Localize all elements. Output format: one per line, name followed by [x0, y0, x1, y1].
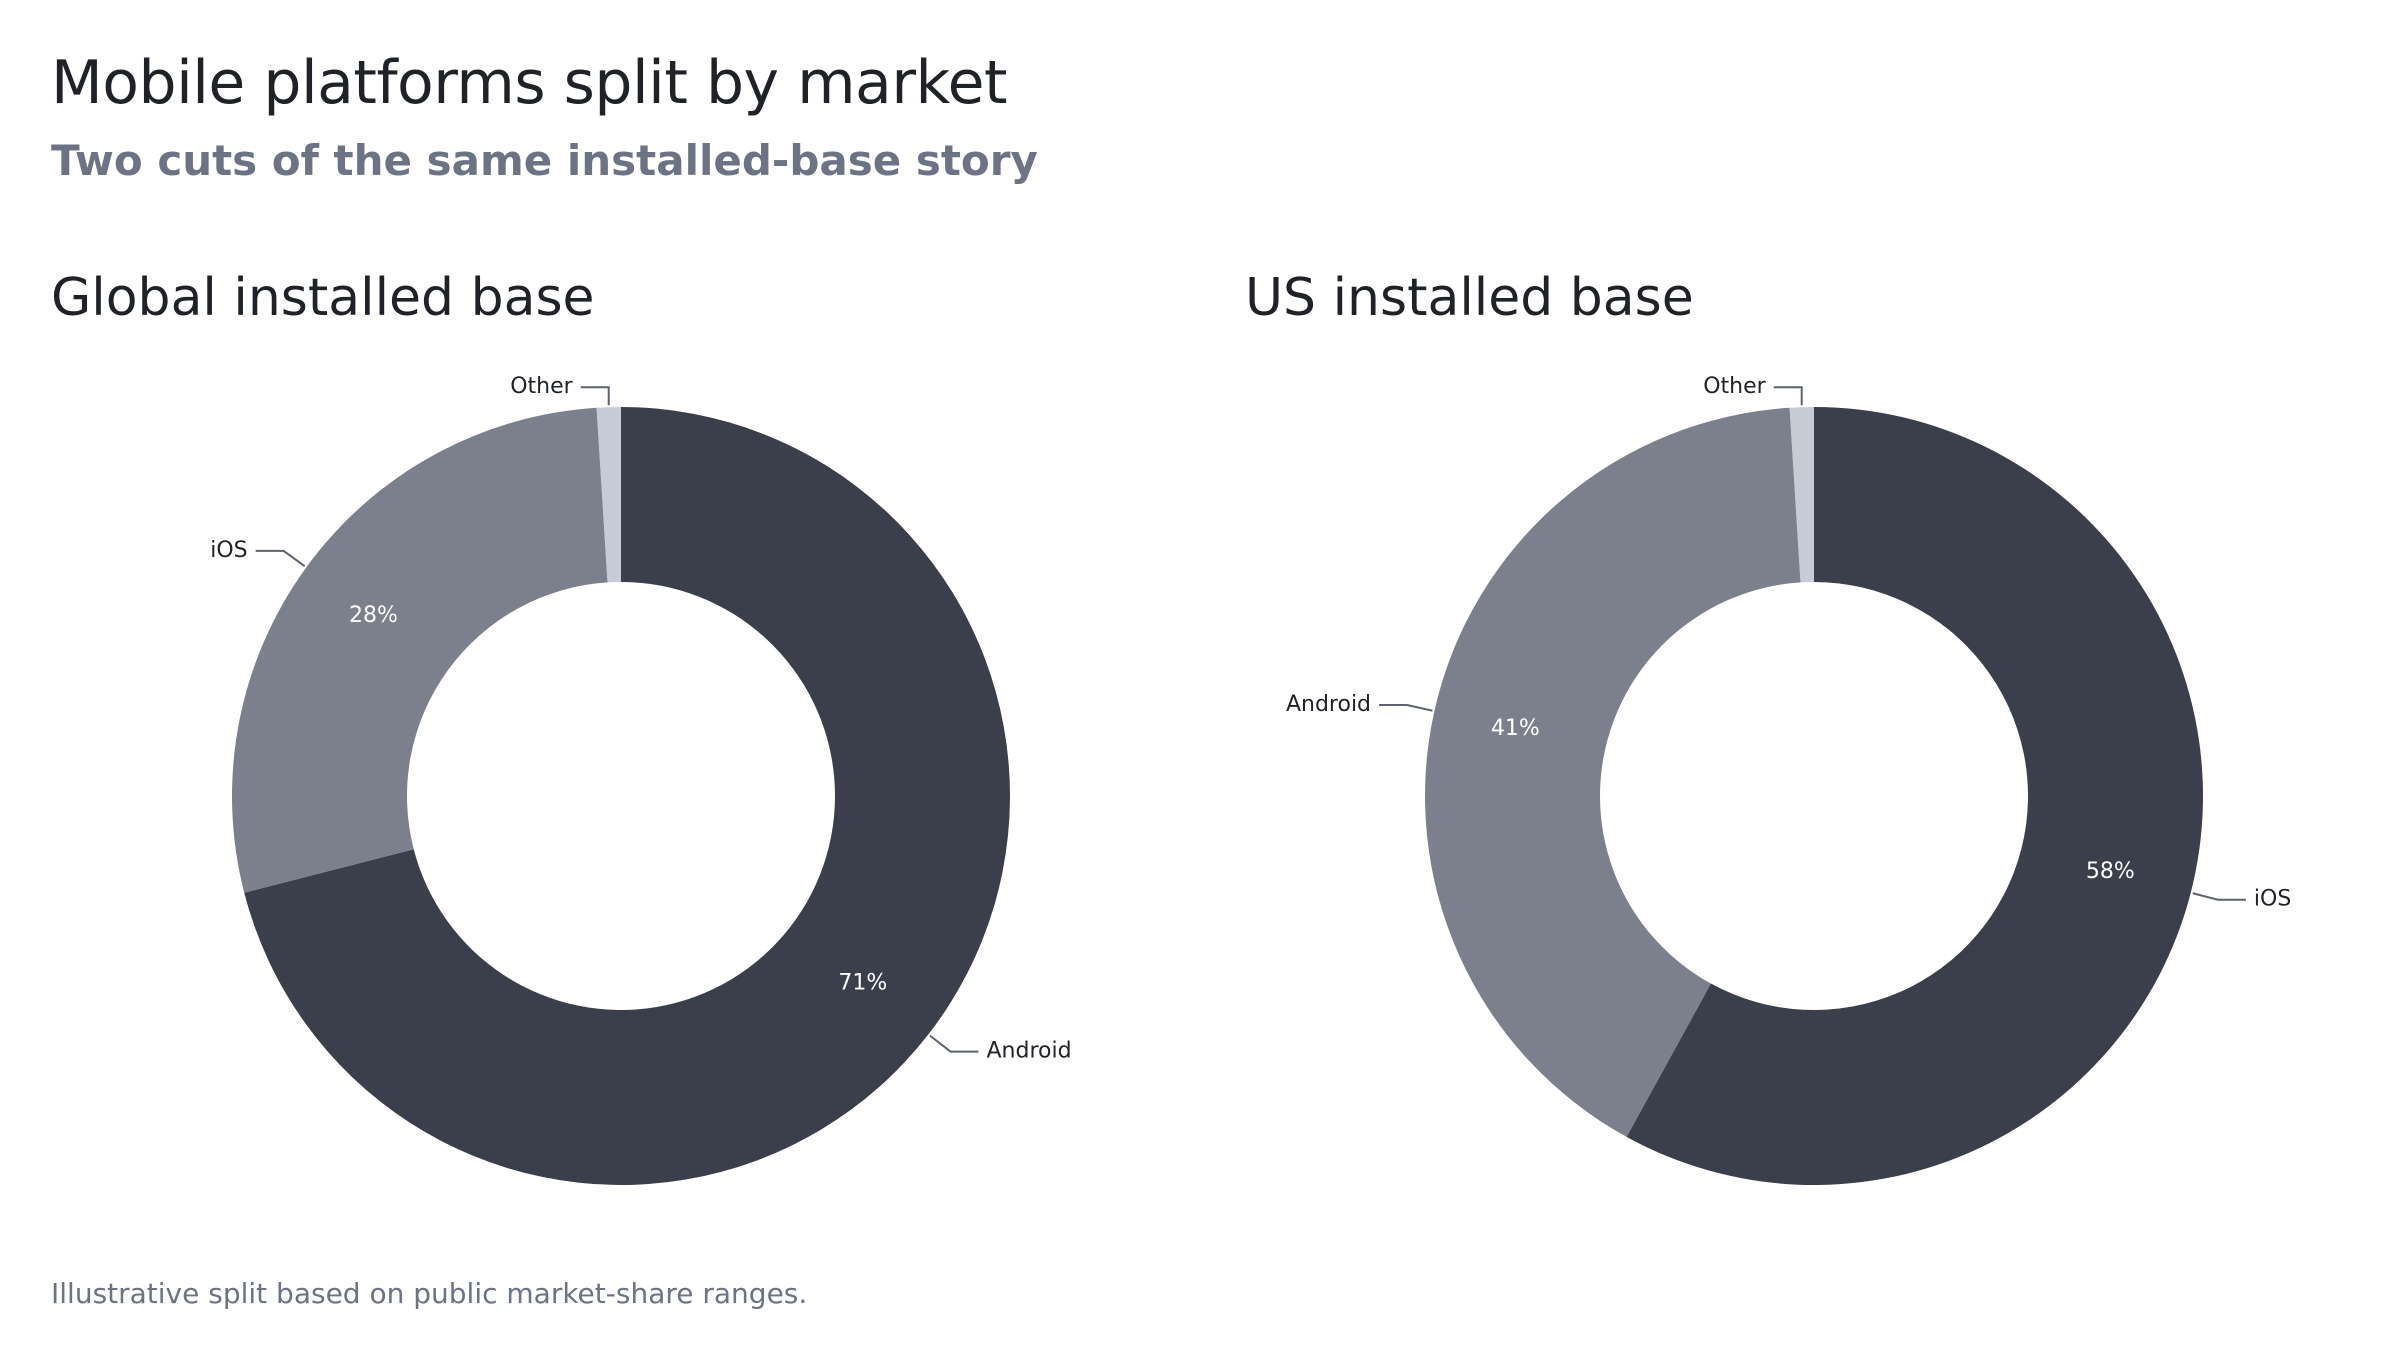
page-title: Mobile platforms split by market: [51, 48, 1008, 118]
leader-line: [2192, 892, 2246, 901]
leader-line: [929, 1034, 979, 1053]
slice-label-ios: iOS: [2254, 887, 2291, 912]
chart-title: Global installed base: [51, 268, 595, 328]
leader-line: [1773, 386, 1803, 406]
slice-label-other: Other: [510, 374, 573, 399]
slice-label-ios: iOS: [210, 538, 247, 563]
slice-android: [244, 407, 1011, 1185]
slice-android: [1424, 407, 1801, 1137]
slice-other: [1789, 407, 1814, 583]
page-subtitle: Two cuts of the same installed-base stor…: [51, 136, 1038, 185]
leader-line: [255, 549, 306, 567]
slice-ios: [1626, 407, 2203, 1185]
leader-line: [580, 386, 610, 406]
slice-value-label: 58%: [2086, 859, 2135, 884]
slice-ios: [231, 407, 608, 893]
footnote: Illustrative split based on public marke…: [51, 1277, 808, 1310]
slice-value-label: 71%: [838, 971, 887, 996]
slice-value-label: 28%: [349, 603, 398, 628]
slice-value-label: 41%: [1491, 716, 1540, 741]
donut-chart-global: Global installed base 71% Android 28% iOS Oth…: [51, 268, 1072, 1185]
slice-other: [596, 407, 621, 583]
slice-label-android: Android: [986, 1039, 1071, 1064]
leader-line: [1379, 704, 1433, 712]
chart-title: US installed base: [1245, 268, 1694, 328]
slice-label-android: Android: [1286, 692, 1371, 717]
slice-label-other: Other: [1703, 374, 1766, 399]
donut-chart-us: US installed base 58% iOS 41% Android Other: [1245, 268, 2291, 1185]
